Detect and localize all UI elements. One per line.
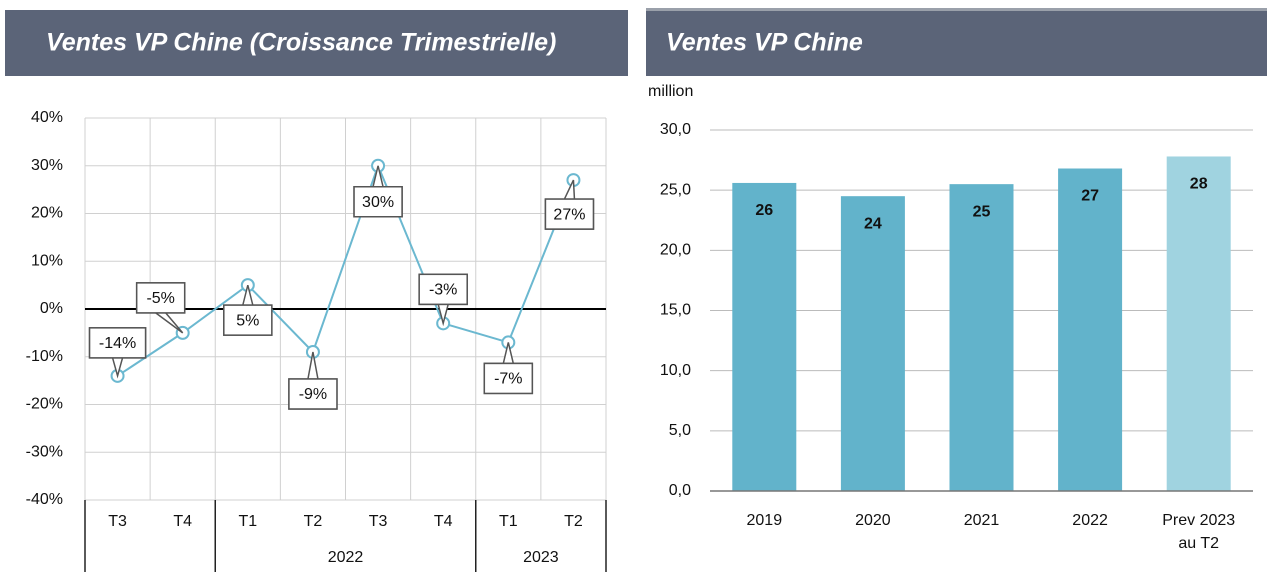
y-tick-label: 0,0 — [669, 482, 691, 499]
data-label: 28 — [1190, 176, 1208, 193]
chart-title: Ventes VP Chine (Croissance Trimestriell… — [46, 29, 556, 57]
y-tick-label: 0% — [40, 300, 63, 317]
header-rule — [646, 8, 1267, 11]
x-tick-label: 2022 — [1072, 512, 1108, 529]
data-label: -14% — [99, 335, 136, 352]
y-tick-label: 20% — [31, 205, 63, 222]
x-tick-label: T4 — [173, 513, 192, 530]
callout-box — [135, 282, 186, 314]
header-bar — [5, 10, 628, 76]
callout-box — [353, 186, 403, 218]
callout-box — [483, 362, 534, 395]
callout-box — [88, 327, 147, 359]
y-tick-label: -20% — [26, 396, 63, 413]
x-tick-label: T1 — [499, 513, 518, 530]
y-axis-unit: million — [648, 83, 693, 100]
data-label: -7% — [494, 371, 522, 388]
x-tick-label: T1 — [238, 513, 257, 530]
x-group-label: 2023 — [523, 549, 559, 566]
x-tick-label: 2019 — [746, 512, 783, 529]
bar — [949, 184, 1014, 491]
y-tick-label: 30,0 — [660, 121, 691, 138]
y-tick-label: 5,0 — [669, 422, 691, 439]
line — [117, 162, 575, 377]
header-bar — [646, 10, 1267, 76]
x-tick-label: T4 — [434, 513, 453, 530]
y-tick-label: 10% — [31, 252, 63, 269]
y-tick-label: 20,0 — [660, 242, 691, 259]
y-tick-label: -30% — [26, 443, 63, 460]
callout-box — [288, 378, 338, 410]
y-tick-label: 30% — [31, 157, 63, 174]
data-label: 26 — [755, 202, 773, 219]
y-tick-label: -40% — [26, 491, 63, 508]
y-tick-label: 25,0 — [660, 181, 691, 198]
y-tick-label: 40% — [31, 109, 63, 126]
x-tick-label: Prev 2023 au T2 — [1162, 512, 1236, 552]
bar — [1058, 168, 1123, 492]
bar — [1166, 156, 1231, 491]
x-tick-label: T3 — [108, 513, 127, 530]
x-tick-label: T2 — [304, 513, 323, 530]
data-label: 25 — [973, 203, 991, 220]
data-label: 30% — [362, 194, 394, 211]
data-label: 5% — [236, 312, 259, 329]
data-label: 27 — [1081, 188, 1099, 205]
data-label: 27% — [553, 206, 585, 223]
y-tick-label: 10,0 — [660, 362, 691, 379]
x-tick-label: T3 — [369, 513, 388, 530]
callout-box — [418, 273, 468, 306]
x-group-label: 2022 — [328, 549, 364, 566]
bar — [840, 196, 905, 491]
x-tick-label: 2021 — [963, 512, 1000, 529]
y-tick-label: 15,0 — [660, 302, 691, 319]
callout-box — [544, 198, 595, 230]
data-label: 24 — [864, 215, 882, 232]
data-label: -5% — [146, 290, 174, 307]
data-label: -3% — [429, 282, 457, 299]
x-tick-label: T2 — [564, 513, 583, 530]
bar — [732, 182, 797, 492]
data-label: -9% — [299, 386, 327, 403]
x-tick-label: 2020 — [855, 512, 891, 529]
y-tick-label: -10% — [26, 348, 63, 365]
chart-title: Ventes VP Chine — [666, 29, 863, 57]
callout-box — [223, 304, 273, 336]
